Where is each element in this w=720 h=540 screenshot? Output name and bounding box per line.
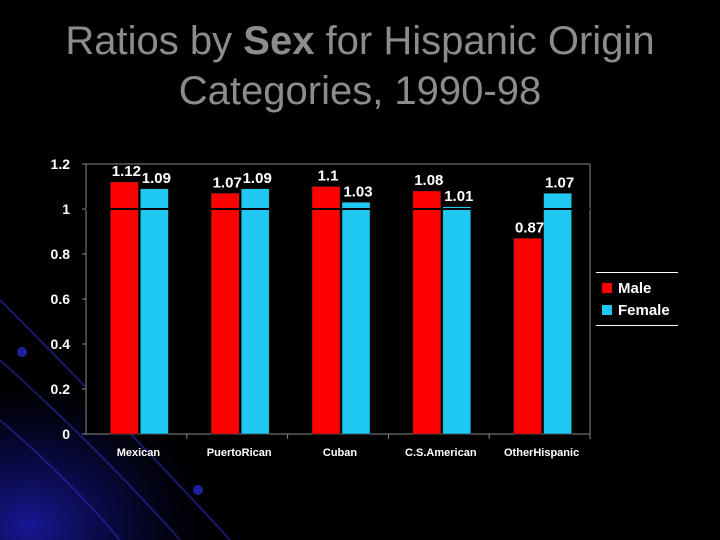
y-tick-label: 1	[62, 201, 70, 217]
title-line-1: Ratios by Sex for Hispanic Origin	[0, 16, 720, 66]
data-label-female: 1.01	[444, 188, 473, 205]
data-label-female: 1.03	[343, 183, 372, 200]
bar-male-otherhispanic	[513, 238, 542, 435]
x-tick-label: Mexican	[117, 447, 161, 459]
data-label-female: 1.09	[243, 170, 272, 187]
bar-female-mexican	[140, 188, 169, 435]
legend: Male Female	[596, 272, 678, 326]
data-label-male: 1.07	[213, 174, 242, 191]
legend-item-female: Female	[602, 301, 670, 319]
data-label-male: 1.1	[318, 168, 339, 185]
legend-item-male: Male	[602, 279, 651, 297]
data-label-male: 1.08	[414, 172, 443, 189]
title-emphasis: Sex	[243, 19, 315, 63]
title-prefix: Ratios by	[65, 19, 244, 63]
bar-female-csamerican	[442, 206, 472, 435]
bar-male-puertorican	[210, 193, 240, 435]
bar-female-otherhispanic	[543, 193, 572, 435]
y-tick-label: 0	[62, 426, 70, 442]
title-line-2: Categories, 1990-98	[178, 69, 542, 113]
bar-female-puertorican	[240, 188, 270, 435]
legend-swatch-female	[602, 305, 612, 315]
y-tick-label: 0.8	[51, 246, 71, 262]
legend-swatch-male	[602, 283, 612, 293]
bar-male-mexican	[110, 181, 139, 435]
x-tick-label: PuertoRican	[207, 447, 272, 459]
x-tick-label: Cuban	[323, 447, 358, 459]
x-tick-label: C.S.American	[405, 447, 477, 459]
bar-male-csamerican	[412, 190, 442, 435]
bar-male-cuban	[311, 186, 341, 435]
data-label-female: 1.07	[545, 174, 574, 191]
title-suffix: for Hispanic Origin	[314, 19, 655, 63]
legend-label-male: Male	[618, 279, 652, 297]
data-label-male: 1.12	[112, 163, 141, 180]
data-label-male: 0.87	[515, 219, 544, 236]
x-tick-label: OtherHispanic	[504, 447, 579, 459]
y-tick-label: 1.2	[51, 156, 71, 172]
data-label-female: 1.09	[142, 170, 171, 187]
y-tick-label: 0.4	[51, 336, 71, 352]
bar-female-cuban	[341, 202, 371, 435]
legend-label-female: Female	[618, 301, 670, 319]
y-tick-label: 0.2	[51, 381, 71, 397]
y-tick-label: 0.6	[51, 291, 71, 307]
chart-title: Ratios by Sex for Hispanic Origin Catego…	[0, 16, 720, 116]
